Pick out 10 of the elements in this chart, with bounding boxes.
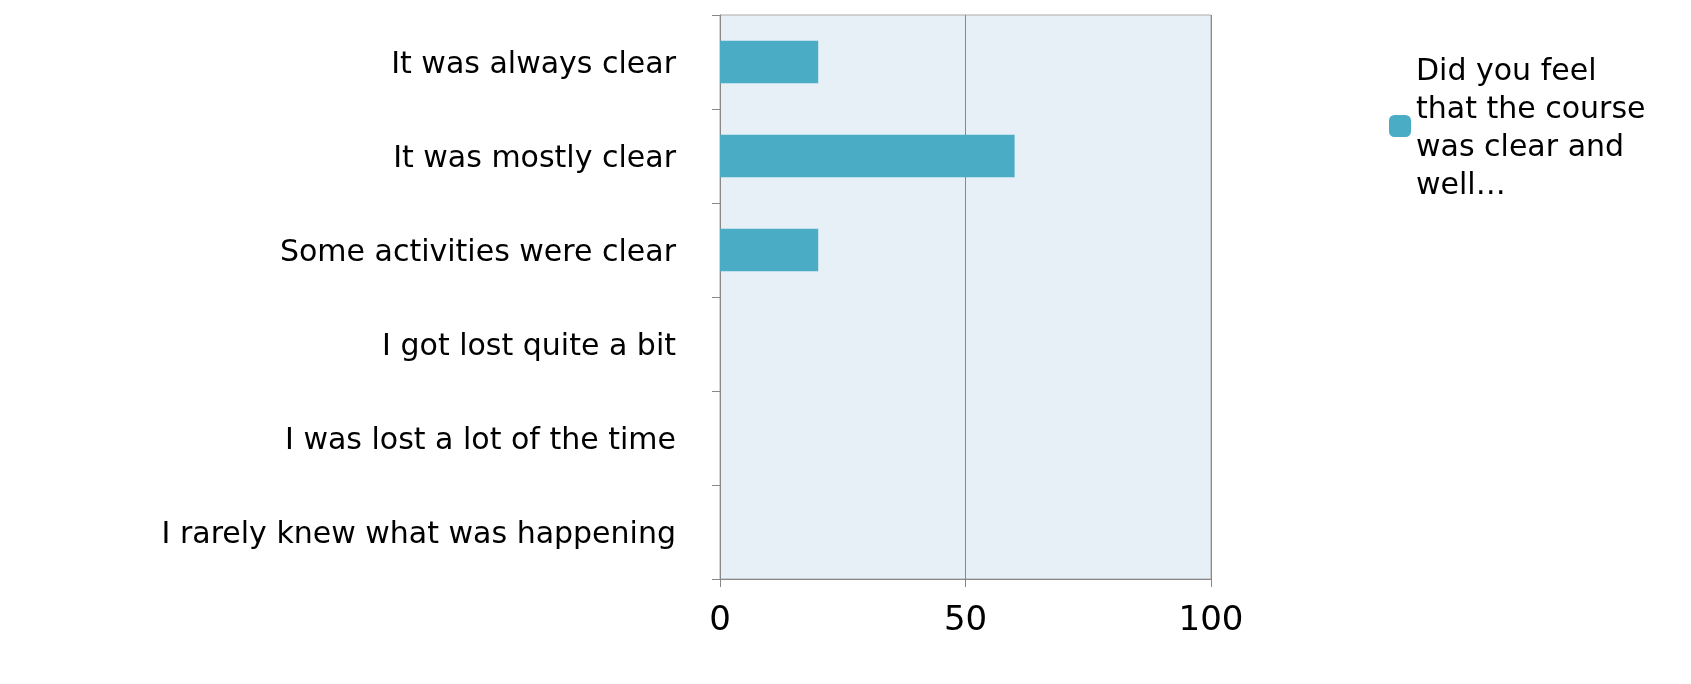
x-tick-label: 100 — [1178, 598, 1244, 638]
legend-label: Did you feel that the course was clear and well… — [1416, 51, 1656, 201]
y-tick-label: I got lost quite a bit — [382, 326, 677, 362]
y-tick-label: It was always clear — [391, 44, 677, 80]
y-tick-label: I was lost a lot of the time — [285, 420, 676, 456]
y-tick-label: Some activities were clear — [279, 232, 677, 268]
x-tick-label: 0 — [709, 598, 731, 638]
y-tick-label: I rarely knew what was happening — [161, 514, 676, 550]
x-tick-label: 50 — [943, 598, 988, 638]
y-tick-label: It was mostly clear — [393, 138, 677, 174]
